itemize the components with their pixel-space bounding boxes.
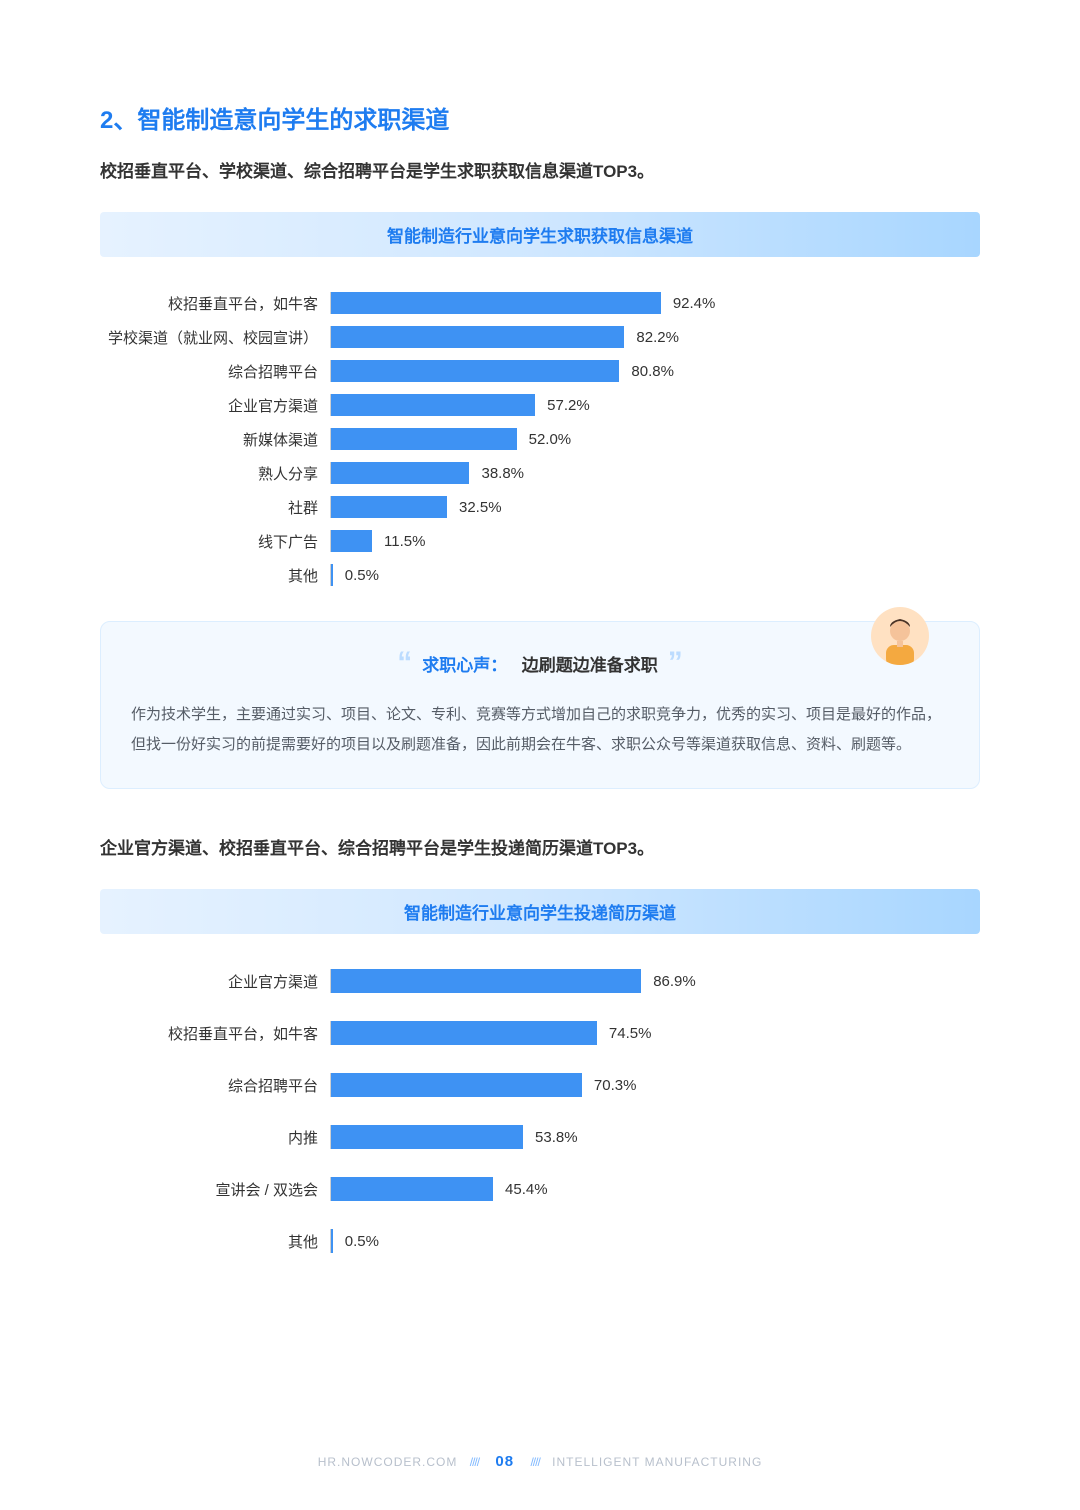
bar-label: 宣讲会 / 双选会 [100,1179,330,1200]
bar-track: 86.9% [330,969,980,993]
footer-page-number: 08 [495,1453,514,1470]
bar-label: 线下广告 [100,531,330,552]
bar-track: 80.8% [330,360,980,382]
bar-fill [331,1125,523,1149]
bar-row: 其他0.5% [100,1229,980,1253]
bar-track: 82.2% [330,326,980,348]
footer-slash-icon: //// [530,1455,539,1469]
quote-head: “ 求职心声： 边刷题边准备求职 ” [131,644,949,682]
bar-label: 熟人分享 [100,463,330,484]
bar-row: 校招垂直平台，如牛客 92.4% [100,292,980,314]
bar-label: 企业官方渠道 [100,971,330,992]
footer-right: INTELLIGENT MANUFACTURING [552,1455,762,1469]
chart2: 企业官方渠道 86.9% 校招垂直平台，如牛客 74.5% 综合招聘平台 70.3% 内推 5… [100,969,980,1253]
quote-box: “ 求职心声： 边刷题边准备求职 ” 作为技术学生，主要通过实习、项目、论文、专… [100,621,980,789]
bar-track: 92.4% [330,292,980,314]
bar-track: 57.2% [330,394,980,416]
chart1: 校招垂直平台，如牛客 92.4% 学校渠道（就业网、校园宣讲） 82.2% 综合招聘平台… [100,292,980,586]
bar-fill [331,1177,493,1201]
bar-label: 企业官方渠道 [100,395,330,416]
page-footer: HR.NOWCODER.COM //// 08 //// INTELLIGENT… [0,1453,1080,1470]
quote-open-icon: “ [397,648,412,678]
bar-row: 内推 53.8% [100,1125,980,1149]
bar-value: 86.9% [641,973,696,990]
bar-row: 其他0.5% [100,564,980,586]
bar-label: 校招垂直平台，如牛客 [100,293,330,314]
bar-label: 其他 [100,1231,330,1252]
bar-track: 0.5% [330,1229,980,1253]
bar-track: 53.8% [330,1125,980,1149]
section-subtitle-2: 企业官方渠道、校招垂直平台、综合招聘平台是学生投递简历渠道TOP3。 [100,834,980,859]
bar-value: 0.5% [333,567,379,584]
bar-value: 80.8% [619,363,674,380]
bar-row: 熟人分享 38.8% [100,462,980,484]
bar-value: 53.8% [523,1129,578,1146]
bar-track: 70.3% [330,1073,980,1097]
bar-label: 综合招聘平台 [100,1075,330,1096]
bar-row: 企业官方渠道 86.9% [100,969,980,993]
bar-row: 宣讲会 / 双选会 45.4% [100,1177,980,1201]
bar-label: 社群 [100,497,330,518]
section-title: 2、智能制造意向学生的求职渠道 [100,100,980,135]
bar-value: 92.4% [661,295,716,312]
bar-value: 82.2% [624,329,679,346]
bar-fill [331,462,469,484]
bar-row: 线下广告 11.5% [100,530,980,552]
chart2-header: 智能制造行业意向学生投递简历渠道 [100,889,980,934]
bar-row: 学校渠道（就业网、校园宣讲） 82.2% [100,326,980,348]
bar-fill [331,969,641,993]
bar-label: 内推 [100,1127,330,1148]
bar-label: 学校渠道（就业网、校园宣讲） [100,327,330,348]
quote-title-label: 求职心声： [422,656,507,675]
bar-fill [331,496,447,518]
quote-title-text: 边刷题边准备求职 [522,656,658,675]
bar-track: 0.5% [330,564,980,586]
bar-row: 新媒体渠道 52.0% [100,428,980,450]
bar-value: 38.8% [469,465,524,482]
bar-fill [331,1021,597,1045]
bar-value: 57.2% [535,397,590,414]
bar-value: 45.4% [493,1181,548,1198]
bar-value: 32.5% [447,499,502,516]
bar-fill [331,292,661,314]
bar-label: 校招垂直平台，如牛客 [100,1023,330,1044]
bar-row: 企业官方渠道 57.2% [100,394,980,416]
section-subtitle-1: 校招垂直平台、学校渠道、综合招聘平台是学生求职获取信息渠道TOP3。 [100,157,980,182]
bar-row: 校招垂直平台，如牛客 74.5% [100,1021,980,1045]
bar-value: 52.0% [517,431,572,448]
bar-track: 45.4% [330,1177,980,1201]
bar-fill [331,428,517,450]
bar-track: 74.5% [330,1021,980,1045]
bar-fill [331,1073,582,1097]
bar-row: 综合招聘平台 70.3% [100,1073,980,1097]
bar-fill [331,394,535,416]
bar-track: 32.5% [330,496,980,518]
bar-fill [331,360,619,382]
footer-left: HR.NOWCODER.COM [318,1455,458,1469]
bar-fill [331,326,624,348]
bar-label: 综合招聘平台 [100,361,330,382]
bar-fill [331,530,372,552]
bar-row: 社群 32.5% [100,496,980,518]
bar-track: 52.0% [330,428,980,450]
chart1-header: 智能制造行业意向学生求职获取信息渠道 [100,212,980,257]
bar-value: 11.5% [372,533,425,550]
bar-value: 0.5% [333,1233,379,1250]
bar-value: 74.5% [597,1025,652,1042]
bar-track: 38.8% [330,462,980,484]
quote-close-icon: ” [668,648,683,678]
bar-row: 综合招聘平台 80.8% [100,360,980,382]
bar-track: 11.5% [330,530,980,552]
quote-body: 作为技术学生，主要通过实习、项目、论文、专利、竞赛等方式增加自己的求职竞争力，优… [131,700,949,760]
footer-slash-icon: //// [470,1455,479,1469]
bar-label: 其他 [100,565,330,586]
bar-value: 70.3% [582,1077,637,1094]
bar-label: 新媒体渠道 [100,429,330,450]
